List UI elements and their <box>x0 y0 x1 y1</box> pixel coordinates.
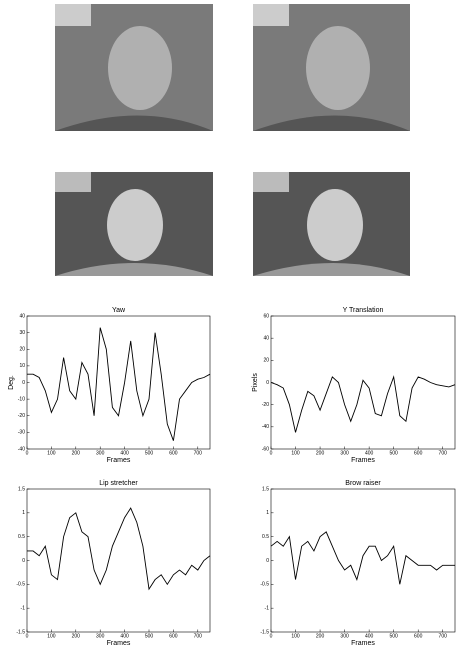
x-tick-label: 300 <box>340 633 349 639</box>
x-tick-label: 0 <box>26 450 29 456</box>
photo <box>253 4 410 131</box>
x-tick-label: 700 <box>194 633 203 639</box>
x-axis-label: Frames <box>107 457 131 464</box>
y-tick-label: -1 <box>21 605 26 611</box>
y-tick-label: -60 <box>262 446 269 452</box>
x-tick-label: 300 <box>96 633 105 639</box>
plot-frame <box>26 488 211 633</box>
x-tick-label: 100 <box>47 633 56 639</box>
x-tick-label: 400 <box>120 450 129 456</box>
x-tick-label: 700 <box>439 450 448 456</box>
x-tick-label: 500 <box>389 450 398 456</box>
y-tick-label: -20 <box>18 413 25 419</box>
y-tick-label: 0 <box>22 380 25 386</box>
x-tick-label: 500 <box>145 633 154 639</box>
x-tick-label: 200 <box>316 450 325 456</box>
y-tick-label: 1.5 <box>262 486 269 492</box>
y-tick-label: 0 <box>266 558 269 564</box>
y-tick-label: 1 <box>22 510 25 516</box>
y-tick-label: 10 <box>19 363 25 369</box>
x-axis-label: Frames <box>351 457 375 464</box>
y-tick-label: 0.5 <box>262 534 269 540</box>
y-tick-label: -0.5 <box>16 582 25 588</box>
data-line <box>27 327 211 441</box>
plot-frame <box>26 315 211 450</box>
y-tick-label: 40 <box>263 335 269 341</box>
x-tick-label: 400 <box>365 450 374 456</box>
y-tick-label: 40 <box>19 313 25 319</box>
photo <box>253 172 410 276</box>
y-axis-label: Pixels <box>252 373 259 392</box>
y-tick-label: 60 <box>263 313 269 319</box>
photo <box>55 4 213 131</box>
x-tick-label: 200 <box>316 633 325 639</box>
plot-frame <box>270 315 456 450</box>
y-tick-label: 1 <box>266 510 269 516</box>
y-tick-label: -40 <box>262 424 269 430</box>
y-tick-label: 0 <box>22 558 25 564</box>
y-tick-label: 0 <box>266 380 269 386</box>
x-tick-label: 100 <box>47 450 56 456</box>
x-axis-label: Frames <box>107 640 131 647</box>
data-line <box>270 375 456 433</box>
x-tick-label: 400 <box>120 633 129 639</box>
x-tick-label: 500 <box>145 450 154 456</box>
x-tick-label: 700 <box>439 633 448 639</box>
x-tick-label: 0 <box>270 450 273 456</box>
y-tick-label: -1 <box>265 605 270 611</box>
y-tick-label: -1.5 <box>16 629 25 635</box>
x-tick-label: 500 <box>389 633 398 639</box>
y-tick-label: -10 <box>18 396 25 402</box>
x-tick-label: 600 <box>414 450 423 456</box>
y-tick-label: -1.5 <box>260 629 269 635</box>
y-tick-label: 20 <box>263 358 269 364</box>
x-tick-label: 400 <box>365 633 374 639</box>
y-tick-label: 20 <box>19 347 25 353</box>
data-line <box>27 507 211 591</box>
y-tick-label: 0.5 <box>18 534 25 540</box>
chart-title: Lip stretcher <box>99 480 138 487</box>
x-tick-label: 600 <box>414 633 423 639</box>
x-tick-label: 0 <box>270 633 273 639</box>
y-tick-label: -20 <box>262 402 269 408</box>
x-tick-label: 300 <box>96 450 105 456</box>
x-tick-label: 100 <box>291 633 300 639</box>
x-tick-label: 300 <box>340 450 349 456</box>
x-tick-label: 100 <box>291 450 300 456</box>
y-tick-label: -0.5 <box>260 582 269 588</box>
y-axis-label: Deg. <box>8 375 15 390</box>
y-tick-label: 1.5 <box>18 486 25 492</box>
y-tick-label: 30 <box>19 330 25 336</box>
x-tick-label: 0 <box>26 633 29 639</box>
photo <box>55 172 213 276</box>
x-tick-label: 200 <box>72 450 81 456</box>
chart-title: Yaw <box>112 307 126 314</box>
x-tick-label: 700 <box>194 450 203 456</box>
y-tick-label: -40 <box>18 446 25 452</box>
data-line <box>270 531 455 585</box>
x-tick-label: 600 <box>169 633 178 639</box>
x-tick-label: 200 <box>72 633 81 639</box>
x-tick-label: 600 <box>169 450 178 456</box>
y-tick-label: -30 <box>18 430 25 436</box>
x-axis-label: Frames <box>351 640 375 647</box>
chart-title: Y Translation <box>343 307 384 314</box>
chart-title: Brow raiser <box>345 480 381 487</box>
